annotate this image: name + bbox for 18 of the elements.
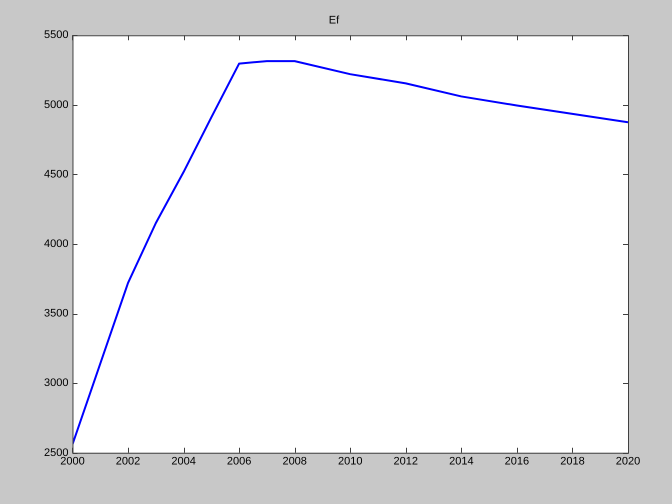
y-tick-label: 3000 <box>44 377 68 390</box>
x-tick-label: 2012 <box>394 455 418 468</box>
x-tick-label: 2004 <box>171 455 196 468</box>
y-tick-label: 4500 <box>44 168 68 180</box>
x-tick-label: 2010 <box>338 455 362 468</box>
x-tick-label: 2000 <box>60 455 85 468</box>
x-tick-label: 2018 <box>560 455 585 468</box>
x-tick-label: 2002 <box>116 455 140 468</box>
x-tick-label: 2014 <box>449 455 474 468</box>
x-tick-label: 2016 <box>504 455 530 468</box>
x-tick-label: 2008 <box>282 455 307 468</box>
y-tick-label: 5500 <box>44 29 68 42</box>
y-tick-label: 5000 <box>44 98 68 111</box>
y-tick-label: 4000 <box>44 238 68 250</box>
chart-title: Ef <box>328 14 340 27</box>
x-tick-label: 2006 <box>226 455 252 468</box>
y-tick-label: 3500 <box>44 308 68 320</box>
x-tick-label: 2020 <box>616 455 640 468</box>
